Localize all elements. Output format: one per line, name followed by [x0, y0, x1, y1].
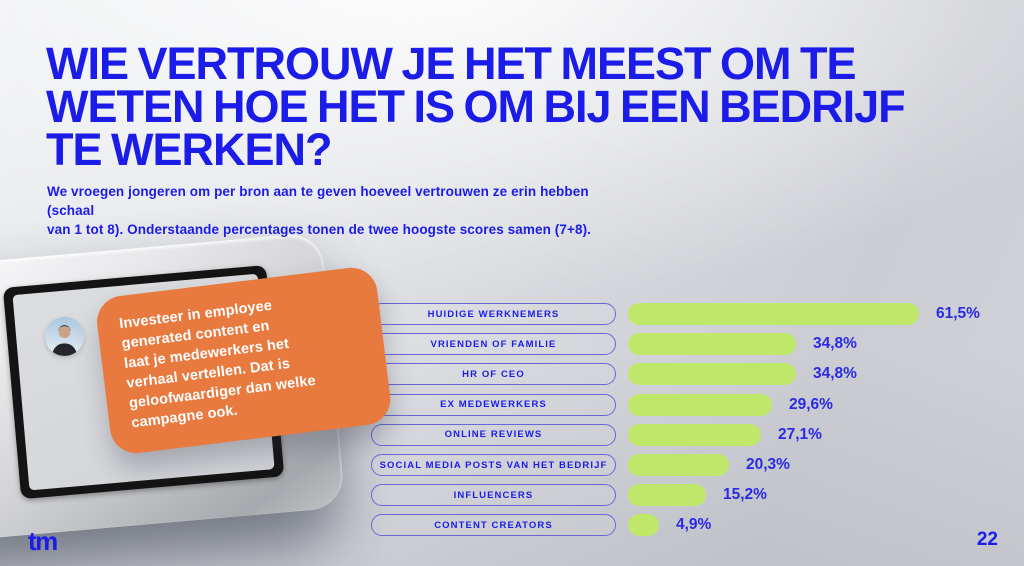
title-line: TE WERKEN?: [46, 124, 333, 175]
category-pill: CONTENT CREATORS: [371, 514, 616, 537]
chart-row: INFLUENCERS 15,2%: [371, 480, 1019, 510]
category-pill: ONLINE REVIEWS: [371, 423, 616, 446]
value-bar: [628, 454, 729, 477]
chart-row: VRIENDEN OF FAMILIE 34,8%: [371, 329, 1019, 359]
value-label: 29,6%: [789, 395, 833, 413]
chart-row: CONTENT CREATORS 4,9%: [371, 510, 1019, 540]
category-pill: VRIENDEN OF FAMILIE: [371, 333, 616, 356]
value-label: 34,8%: [813, 335, 857, 353]
chart-row: HUIDIGE WERKNEMERS 61,5%: [371, 299, 1019, 329]
value-bar: [628, 484, 706, 507]
category-pill: EX MEDEWERKERS: [371, 393, 616, 416]
title-line: WETEN HOE HET IS OM BIJ EEN BEDRIJF: [46, 81, 906, 132]
chart-row: HR OF CEO 34,8%: [371, 359, 1019, 389]
subtitle: We vroegen jongeren om per bron aan te g…: [47, 182, 607, 239]
category-pill: HR OF CEO: [371, 363, 616, 386]
title-line: WIE VERTROUW JE HET MEEST OM TE: [46, 38, 857, 89]
value-bar: [628, 333, 796, 356]
value-bar: [628, 514, 659, 537]
subtitle-line: We vroegen jongeren om per bron aan te g…: [47, 184, 589, 218]
quote-callout: Investeer in employee generated content …: [94, 264, 394, 457]
bar-chart: HUIDIGE WERKNEMERS 61,5% VRIENDEN OF FAMIL…: [371, 299, 1019, 541]
chart-row: ONLINE REVIEWS 27,1%: [371, 420, 1019, 450]
value-label: 34,8%: [813, 365, 857, 383]
chart-row: SOCIAL MEDIA POSTS VAN HET BEDRIJF 20,3%: [371, 450, 1019, 480]
person-photo-icon: [45, 317, 84, 356]
chart-row: EX MEDEWERKERS 29,6%: [371, 390, 1019, 420]
logo-tm: tm: [28, 526, 58, 556]
value-label: 15,2%: [723, 486, 767, 504]
value-label: 4,9%: [676, 516, 712, 534]
value-label: 61,5%: [936, 305, 980, 323]
value-bar: [628, 393, 772, 416]
value-label: 20,3%: [746, 456, 790, 474]
category-pill: HUIDIGE WERKNEMERS: [371, 303, 616, 326]
value-bar: [628, 303, 919, 326]
page-number: 22: [976, 529, 998, 550]
value-bar: [628, 423, 761, 446]
value-bar: [628, 363, 796, 386]
page-title: WIE VERTROUW JE HET MEEST OM TE WETEN HO…: [46, 38, 966, 175]
avatar: [45, 317, 84, 356]
subtitle-line: van 1 tot 8). Onderstaande percentages t…: [47, 222, 592, 237]
category-pill: SOCIAL MEDIA POSTS VAN HET BEDRIJF: [371, 454, 616, 477]
value-label: 27,1%: [778, 425, 822, 443]
category-pill: INFLUENCERS: [371, 484, 616, 507]
